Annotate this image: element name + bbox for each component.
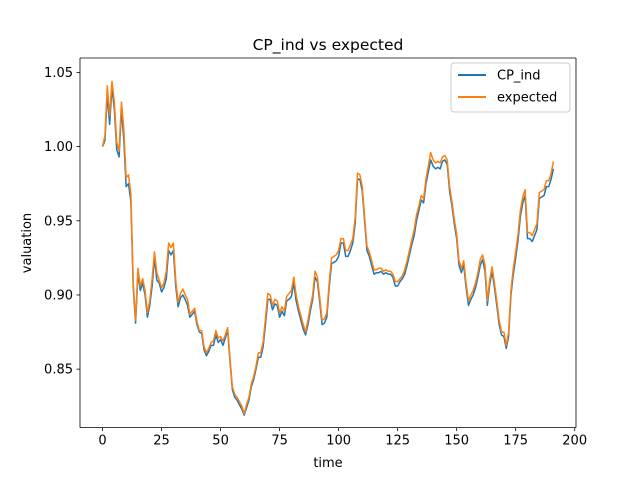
legend-label-expected: expected [497,91,557,106]
x-tick-label: 200 [562,434,587,449]
y-tick-label: 1.00 [44,140,73,155]
x-tick-label: 0 [98,434,106,449]
x-tick-label: 100 [326,434,351,449]
x-tick-label: 50 [212,434,229,449]
y-tick-label: 0.90 [44,288,73,303]
x-axis-title: time [313,456,342,471]
x-tick-label: 125 [385,434,410,449]
series-line-expected [101,80,555,415]
y-axis-title: valuation [20,213,35,273]
plot-area [80,58,576,428]
x-tick-label: 150 [444,434,469,449]
axes-layer [79,57,577,429]
series-layer [101,80,555,416]
y-ticks: 0.85 0.90 0.95 1.00 1.05 [44,66,80,378]
y-tick-label: 0.95 [44,214,73,229]
legend: CP_ind expected [450,62,571,113]
y-tick-label: 1.05 [44,66,73,81]
x-tick-label: 25 [153,434,170,449]
legend-label-cp-ind: CP_ind [497,69,541,84]
y-tick-label: 0.85 [44,363,73,378]
x-ticks: 0 25 50 75 100 125 150 175 200 [98,427,587,449]
x-tick-label: 75 [271,434,288,449]
x-tick-label: 175 [503,434,528,449]
chart-title: CP_ind vs expected [253,36,404,55]
